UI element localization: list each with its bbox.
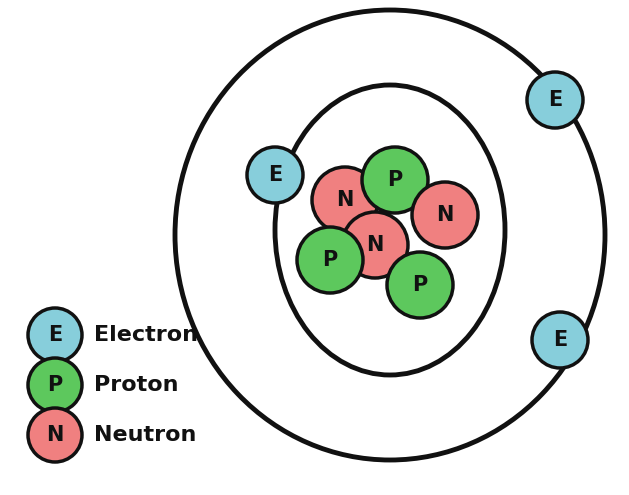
Circle shape: [28, 358, 82, 412]
Text: P: P: [323, 250, 338, 270]
Text: N: N: [366, 235, 384, 255]
Circle shape: [532, 312, 588, 368]
Text: N: N: [47, 425, 64, 445]
Circle shape: [362, 147, 428, 213]
Circle shape: [28, 408, 82, 462]
Text: Neutron: Neutron: [94, 425, 196, 445]
Circle shape: [527, 72, 583, 128]
Text: P: P: [47, 375, 63, 395]
Circle shape: [387, 252, 453, 318]
Text: E: E: [48, 325, 62, 345]
Circle shape: [342, 212, 408, 278]
Text: Electron: Electron: [94, 325, 198, 345]
Text: E: E: [548, 90, 562, 110]
Text: N: N: [337, 190, 353, 210]
Circle shape: [247, 147, 303, 203]
Circle shape: [412, 182, 478, 248]
Text: Proton: Proton: [94, 375, 179, 395]
Circle shape: [312, 167, 378, 233]
Circle shape: [297, 227, 363, 293]
Text: E: E: [268, 165, 282, 185]
Text: N: N: [437, 205, 454, 225]
Circle shape: [28, 308, 82, 362]
Text: P: P: [387, 170, 403, 190]
Text: E: E: [553, 330, 567, 350]
Text: P: P: [413, 275, 428, 295]
